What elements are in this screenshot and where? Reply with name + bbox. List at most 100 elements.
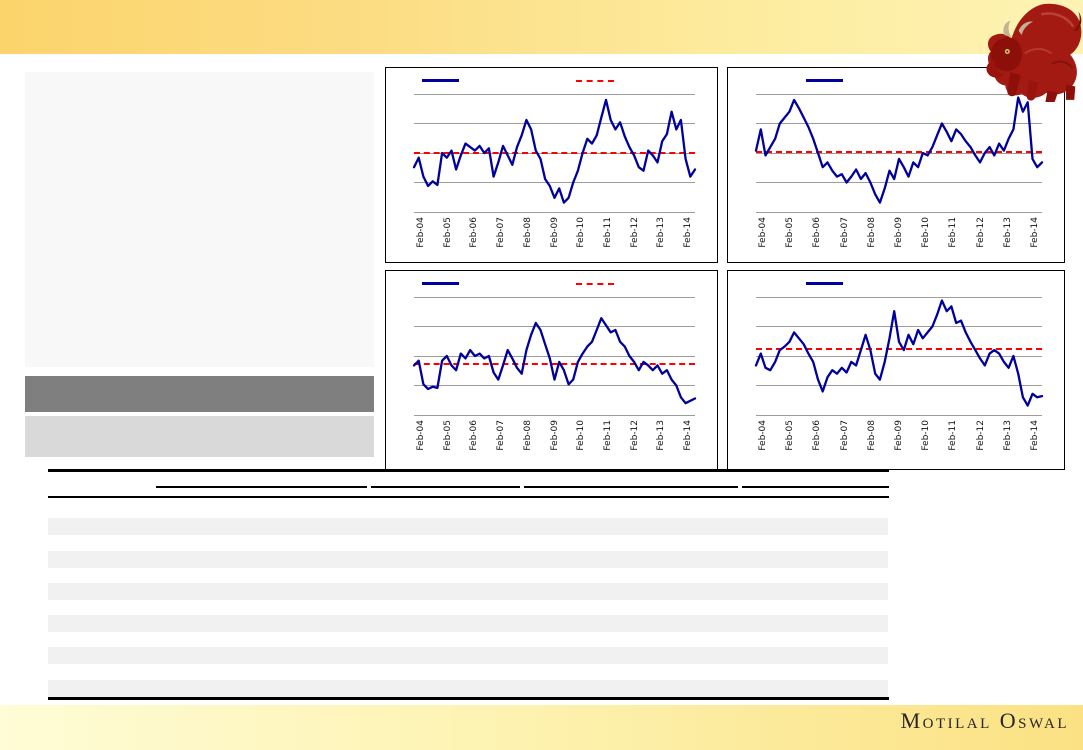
gridline — [414, 414, 695, 416]
gridline — [756, 93, 1042, 95]
x-axis-tick-label: Feb-09 — [549, 217, 560, 248]
table-top-rule — [48, 469, 889, 472]
x-axis-tick-label: Feb-07 — [496, 217, 507, 248]
x-axis-tick-label: Feb-14 — [683, 217, 693, 248]
x-axis-tick-label: Feb-10 — [921, 217, 932, 248]
gridline — [414, 326, 695, 327]
table-row — [48, 583, 888, 600]
x-axis-labels: Feb-04 Feb-05 Feb-06 Feb-07 Feb-08 Feb-09 Feb-… — [756, 419, 1042, 463]
x-axis-tick-label: Feb-04 — [416, 217, 426, 248]
x-axis-tick-label: Feb-06 — [812, 420, 823, 451]
x-axis-tick-label: Feb-07 — [496, 420, 507, 451]
x-axis-tick-label: Feb-09 — [894, 217, 904, 248]
x-axis-tick-label: Feb-11 — [602, 217, 613, 248]
x-axis-tick-label: Feb-05 — [442, 217, 453, 248]
table-row — [48, 615, 888, 632]
x-axis-tick-label: Feb-05 — [785, 217, 796, 248]
series-line — [754, 299, 1044, 407]
x-axis-tick-label: Feb-06 — [812, 217, 823, 248]
gridline — [414, 123, 695, 124]
legend-series-swatch — [422, 79, 459, 82]
chart-legend — [386, 68, 717, 90]
series-line — [754, 96, 1044, 204]
x-axis-tick-label: Feb-04 — [758, 217, 768, 248]
chart-legend — [728, 271, 1064, 293]
line-chart-top-right: Feb-04 Feb-05 Feb-06 Feb-07 Feb-08 Feb-09 Feb-… — [727, 67, 1065, 263]
gridline — [414, 355, 695, 357]
x-axis-tick-label: Feb-13 — [656, 420, 667, 451]
table-bottom-rule — [48, 697, 889, 700]
table-column-group-underline — [371, 486, 520, 488]
x-axis-labels: Feb-04 Feb-05 Feb-06 Feb-07 Feb-08 Feb-09 Feb-… — [414, 419, 695, 463]
x-axis-tick-label: Feb-04 — [758, 420, 768, 451]
table-column-group-underline — [156, 486, 367, 488]
gridline — [756, 296, 1042, 298]
footer-brand-wordmark: Motilal Oswal — [900, 708, 1069, 733]
plot-area — [412, 93, 697, 213]
x-axis-tick-label: Feb-08 — [866, 420, 877, 451]
average-dashed-line — [414, 152, 695, 154]
gridline — [756, 211, 1042, 213]
x-axis-tick-label: Feb-10 — [576, 420, 587, 451]
top-brand-band — [0, 0, 1083, 54]
gridline — [414, 93, 695, 95]
x-axis-tick-label: Feb-11 — [602, 420, 613, 451]
x-axis-labels: Feb-04 Feb-05 Feb-06 Feb-07 Feb-08 Feb-09 Feb-… — [756, 216, 1042, 260]
line-chart-bottom-right: Feb-04 Feb-05 Feb-06 Feb-07 Feb-08 Feb-09 Feb-… — [727, 270, 1065, 470]
x-axis-tick-label: Feb-09 — [549, 420, 560, 451]
x-axis-tick-label: Feb-10 — [921, 420, 932, 451]
x-axis-tick-label: Feb-07 — [839, 420, 850, 451]
gridline — [756, 385, 1042, 386]
x-axis-tick-label: Feb-13 — [656, 217, 667, 248]
table-row — [48, 551, 888, 568]
gridline — [756, 355, 1042, 357]
table-row — [48, 518, 888, 535]
gridline — [414, 296, 695, 298]
x-axis-tick-label: Feb-14 — [1030, 217, 1040, 248]
series-line — [412, 317, 697, 405]
x-axis-tick-label: Feb-13 — [1002, 420, 1013, 451]
x-axis-tick-label: Feb-06 — [469, 217, 480, 248]
gridline — [756, 152, 1042, 154]
bottom-brand-band — [0, 705, 1083, 750]
gridline — [756, 182, 1042, 183]
legend-series-swatch — [422, 282, 459, 285]
chart-legend — [386, 271, 717, 293]
x-axis-tick-label: Feb-11 — [948, 217, 959, 248]
table-column-group-underline — [524, 486, 738, 488]
table-row — [48, 680, 888, 697]
plot-area — [754, 296, 1044, 416]
bull-statue-icon — [986, 3, 1082, 102]
series-line — [412, 98, 697, 204]
legend-series-swatch — [806, 79, 843, 82]
x-axis-tick-label: Feb-14 — [683, 420, 693, 451]
x-axis-tick-label: Feb-12 — [629, 217, 640, 248]
gridline — [414, 211, 695, 213]
x-axis-tick-label: Feb-07 — [839, 217, 850, 248]
x-axis-tick-label: Feb-14 — [1030, 420, 1040, 451]
average-dashed-line — [756, 347, 1042, 350]
x-axis-tick-label: Feb-08 — [866, 217, 877, 248]
x-axis-tick-label: Feb-08 — [522, 217, 533, 248]
x-axis-tick-label: Feb-13 — [1002, 217, 1013, 248]
legend-average-swatch — [576, 80, 614, 82]
average-dashed-line — [414, 363, 695, 366]
x-axis-tick-label: Feb-05 — [785, 420, 796, 451]
table-header-rule — [48, 496, 889, 498]
legend-average-swatch — [576, 283, 614, 285]
plot-area — [754, 93, 1044, 213]
gridline — [756, 326, 1042, 327]
legend-series-swatch — [806, 282, 843, 285]
gridline — [756, 123, 1042, 124]
subsection-bar — [25, 416, 374, 457]
gridline — [756, 414, 1042, 416]
gridline — [414, 385, 695, 386]
content-placeholder-panel — [25, 72, 374, 367]
x-axis-tick-label: Feb-05 — [442, 420, 453, 451]
section-header-bar — [25, 376, 374, 412]
x-axis-labels: Feb-04 Feb-05 Feb-06 Feb-07 Feb-08 Feb-09 Feb-… — [414, 216, 695, 260]
x-axis-tick-label: Feb-09 — [894, 420, 904, 451]
x-axis-tick-label: Feb-12 — [975, 420, 986, 451]
gridline — [414, 182, 695, 183]
